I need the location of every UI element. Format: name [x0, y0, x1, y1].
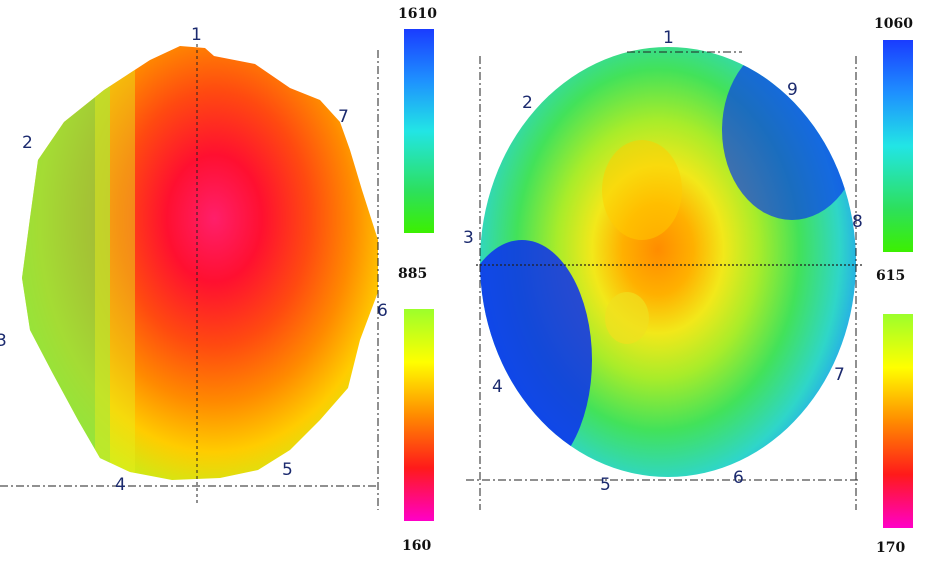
right-scale-mid: 615 — [876, 268, 906, 284]
left-marker-2: 2 — [22, 133, 33, 153]
left-marker-7: 7 — [338, 107, 349, 127]
right-marker-6: 6 — [733, 468, 744, 488]
left-scale-mid: 885 — [398, 266, 428, 282]
right-contour-map: 1 2 3 4 5 6 7 8 9 — [463, 28, 863, 510]
left-scale-max: 1610 — [398, 6, 437, 22]
left-contour-map: 1 2 3 4 5 6 7 — [0, 25, 388, 510]
right-marker-3: 3 — [463, 228, 474, 248]
left-upper-color-scale — [404, 29, 434, 233]
left-marker-1: 1 — [191, 25, 202, 45]
right-heatmap-field — [480, 47, 856, 477]
left-marker-5: 5 — [282, 460, 293, 480]
left-heatmap-field — [22, 46, 378, 480]
right-lower-color-scale — [883, 314, 913, 528]
right-scale-max: 1060 — [874, 16, 913, 32]
right-scale-min: 170 — [876, 540, 906, 556]
right-marker-5: 5 — [600, 475, 611, 495]
right-marker-2: 2 — [522, 93, 533, 113]
left-marker-3: 3 — [0, 331, 7, 351]
right-marker-9: 9 — [787, 80, 798, 100]
right-upper-color-scale — [883, 40, 913, 252]
right-marker-7: 7 — [834, 365, 845, 385]
left-lower-color-scale — [404, 309, 434, 521]
right-marker-4: 4 — [492, 377, 503, 397]
right-marker-1: 1 — [663, 28, 674, 48]
left-marker-6: 6 — [377, 301, 388, 321]
left-scale-min: 160 — [402, 538, 432, 554]
left-marker-4: 4 — [115, 475, 126, 495]
right-marker-8: 8 — [852, 212, 863, 232]
